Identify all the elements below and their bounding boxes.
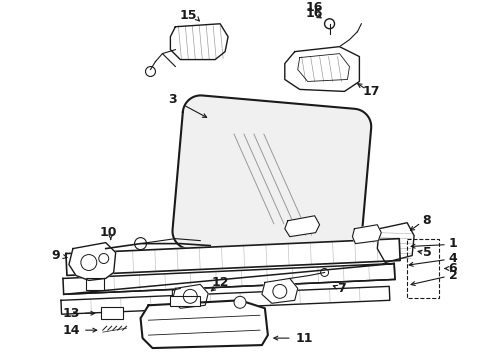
Polygon shape: [352, 225, 381, 244]
Text: 17: 17: [363, 85, 380, 98]
Text: 1: 1: [448, 237, 457, 250]
Text: 11: 11: [296, 332, 314, 345]
Polygon shape: [377, 223, 414, 262]
Bar: [86, 278, 104, 291]
Text: 9: 9: [51, 249, 60, 262]
Text: 2: 2: [448, 269, 457, 282]
Polygon shape: [63, 264, 395, 294]
Text: 10: 10: [100, 226, 118, 239]
Text: 8: 8: [423, 214, 431, 227]
Polygon shape: [141, 300, 268, 348]
Bar: [101, 307, 122, 319]
Text: 4: 4: [448, 252, 457, 265]
Text: 6: 6: [449, 262, 457, 275]
Bar: [171, 296, 200, 306]
Text: 16: 16: [306, 1, 323, 14]
Polygon shape: [172, 95, 371, 262]
Polygon shape: [171, 24, 228, 59]
Text: 5: 5: [423, 246, 431, 259]
Polygon shape: [285, 216, 319, 237]
Text: 14: 14: [62, 324, 80, 337]
Polygon shape: [61, 287, 390, 314]
Text: 3: 3: [168, 93, 177, 106]
Polygon shape: [262, 278, 298, 303]
Circle shape: [234, 296, 246, 308]
Bar: [407, 239, 439, 298]
Text: 7: 7: [337, 282, 346, 295]
Text: 12: 12: [211, 276, 229, 289]
Polygon shape: [172, 284, 208, 308]
Text: 13: 13: [62, 307, 79, 320]
Polygon shape: [285, 47, 359, 91]
Text: 15: 15: [179, 9, 197, 22]
Polygon shape: [66, 239, 400, 275]
Polygon shape: [69, 243, 116, 280]
Text: 16: 16: [306, 7, 323, 20]
